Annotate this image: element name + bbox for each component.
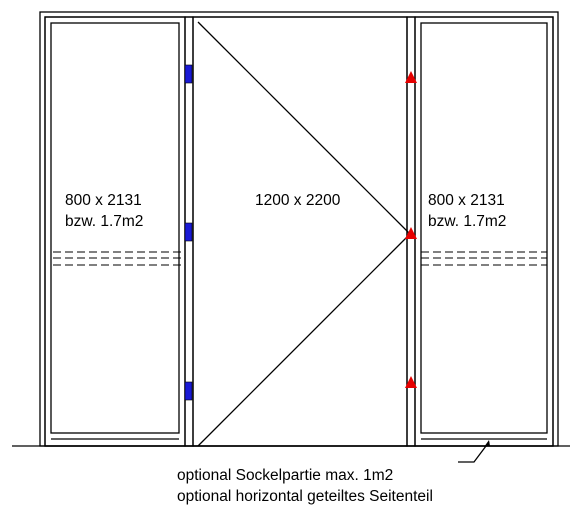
right-panel-glass xyxy=(420,22,548,434)
split-note: optional horizontal geteiltes Seitenteil xyxy=(177,488,433,505)
lock-markers xyxy=(405,71,417,388)
door-swing-line-upper xyxy=(197,21,411,235)
door-swing-line-lower xyxy=(197,233,411,447)
door-leaf xyxy=(192,16,408,447)
hinge-top xyxy=(184,64,193,84)
left-panel-frame xyxy=(44,16,186,447)
hinge-middle xyxy=(184,222,193,242)
left-panel-dimensions: 800 x 2131 xyxy=(65,192,142,209)
right-split-dashed xyxy=(421,251,547,266)
leader-line xyxy=(458,441,490,463)
leader-arrowhead xyxy=(484,440,490,447)
right-panel-area: bzw. 1.7m2 xyxy=(428,213,506,230)
hinges xyxy=(184,64,193,401)
plinth-note: optional Sockelpartie max. 1m2 xyxy=(177,467,393,484)
right-panel-dimensions: 800 x 2131 xyxy=(428,192,505,209)
center-panel-dimensions: 1200 x 2200 xyxy=(255,192,341,209)
left-panel-glass xyxy=(50,22,180,434)
left-split-dashed xyxy=(53,251,181,266)
lock-marker-bottom xyxy=(405,376,417,388)
inner-frame xyxy=(44,16,554,447)
lock-marker-middle xyxy=(405,227,417,239)
left-panel-area: bzw. 1.7m2 xyxy=(65,213,143,230)
right-panel-frame xyxy=(414,16,554,447)
hinge-bottom xyxy=(184,381,193,401)
lock-marker-top xyxy=(405,71,417,83)
